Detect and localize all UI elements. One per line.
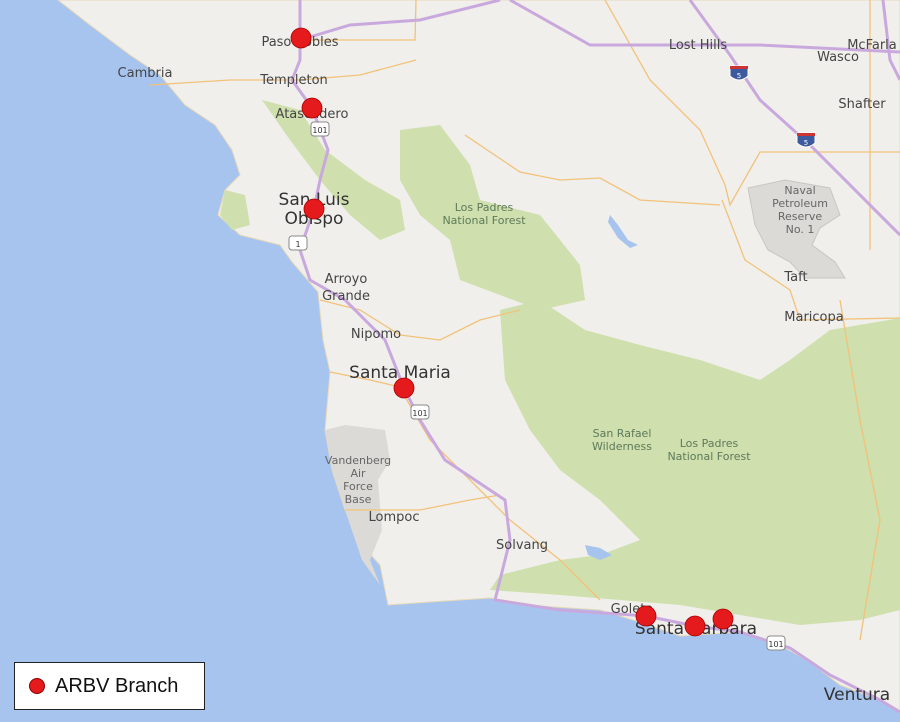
place-label: Arroyo bbox=[325, 272, 368, 287]
us-101-shield: 101 bbox=[310, 121, 330, 137]
place-label: Lost Hills bbox=[669, 38, 728, 53]
us-101-shield: 101 bbox=[410, 404, 430, 420]
forest-los-padres-north bbox=[400, 125, 585, 310]
branch-marker[interactable] bbox=[393, 377, 415, 399]
place-label: Templeton bbox=[259, 73, 328, 88]
place-label: Maricopa bbox=[784, 310, 843, 325]
area-label: No. 1 bbox=[786, 223, 815, 236]
svg-text:101: 101 bbox=[312, 126, 327, 135]
place-label: McFarla bbox=[847, 38, 897, 53]
i5-shield: 5 bbox=[796, 132, 816, 148]
area-label: National Forest bbox=[442, 214, 526, 227]
area-label: Wilderness bbox=[592, 440, 652, 453]
place-label: Santa Maria bbox=[349, 363, 451, 383]
forest-los-padres-south bbox=[490, 300, 900, 625]
i5-shield: 5 bbox=[729, 65, 749, 81]
legend-label: ARBV Branch bbox=[55, 674, 179, 697]
us-101 bbox=[290, 0, 900, 714]
legend-marker-icon bbox=[29, 678, 45, 694]
area-label: Force bbox=[343, 480, 373, 493]
branch-marker[interactable] bbox=[712, 608, 734, 630]
lake bbox=[585, 545, 612, 560]
svg-text:5: 5 bbox=[737, 72, 741, 80]
place-label: Grande bbox=[322, 289, 370, 304]
area-label: Los Padres bbox=[680, 437, 739, 450]
area-label: Base bbox=[345, 493, 372, 506]
highway-46 bbox=[299, 0, 501, 42]
branch-marker[interactable] bbox=[301, 97, 323, 119]
branch-marker[interactable] bbox=[290, 27, 312, 49]
place-label: Solvang bbox=[496, 538, 548, 553]
highway-99 bbox=[881, 0, 900, 81]
lake bbox=[608, 215, 638, 248]
highway-46-east bbox=[509, 0, 900, 54]
place-label: Ventura bbox=[824, 685, 890, 705]
svg-text:101: 101 bbox=[768, 640, 783, 649]
branch-marker[interactable] bbox=[684, 615, 706, 637]
area-label: Air bbox=[350, 467, 366, 480]
svg-text:5: 5 bbox=[804, 139, 808, 147]
highways bbox=[290, 0, 900, 714]
svg-text:1: 1 bbox=[295, 240, 300, 249]
area-label: Los Padres bbox=[455, 201, 514, 214]
place-label: Taft bbox=[783, 270, 807, 285]
place-label: Wasco bbox=[817, 50, 859, 65]
forest-coast bbox=[220, 190, 250, 230]
area-label: Reserve bbox=[778, 210, 822, 223]
branch-marker[interactable] bbox=[303, 198, 325, 220]
place-label: Cambria bbox=[118, 66, 173, 81]
interstate-5 bbox=[688, 0, 900, 237]
area-label: National Forest bbox=[667, 450, 751, 463]
area-label: Petroleum bbox=[772, 197, 828, 210]
forest-north bbox=[262, 100, 405, 240]
area-label: San Rafael bbox=[593, 427, 652, 440]
vandenberg-area bbox=[325, 425, 390, 585]
roads bbox=[149, 0, 900, 641]
place-label: Lompoc bbox=[369, 510, 420, 525]
place-label: Nipomo bbox=[351, 327, 401, 342]
svg-text:101: 101 bbox=[412, 409, 427, 418]
branch-marker[interactable] bbox=[635, 605, 657, 627]
naval-petroleum-reserve-area bbox=[747, 179, 846, 279]
area-label: Vandenberg bbox=[325, 454, 391, 467]
us-101-shield: 101 bbox=[766, 635, 786, 651]
place-label: Shafter bbox=[838, 97, 886, 112]
ca-1-shield: 1 bbox=[288, 235, 308, 251]
area-label: Naval bbox=[784, 184, 815, 197]
legend: ARBV Branch bbox=[14, 662, 205, 710]
